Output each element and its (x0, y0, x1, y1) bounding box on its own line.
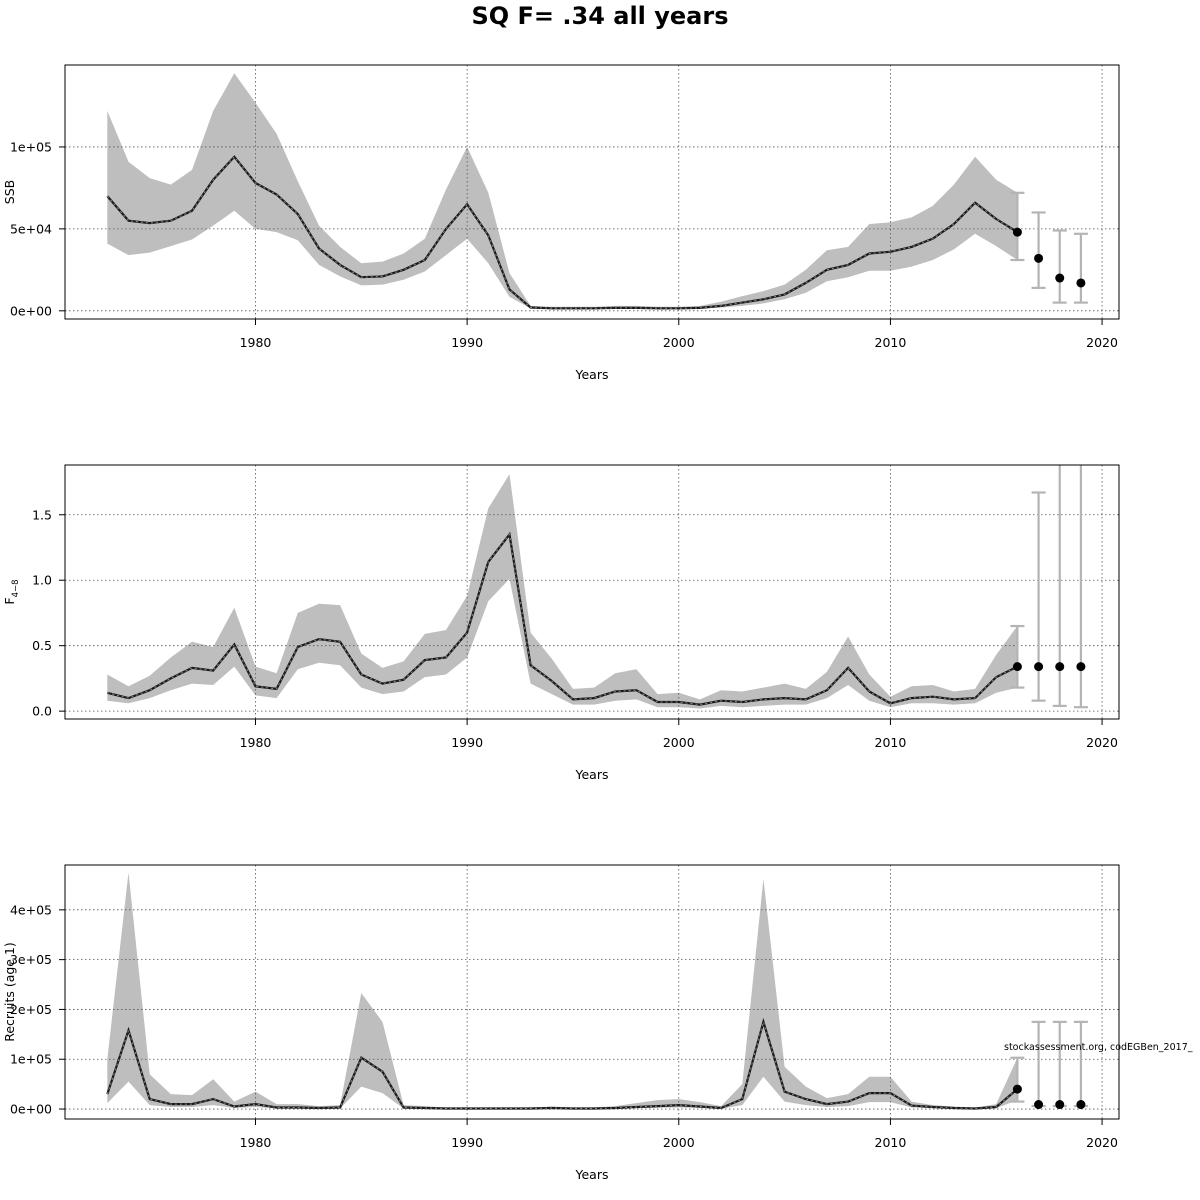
y-axis-label: Recruits (age 1) (2, 942, 17, 1042)
projection-point (1012, 1084, 1022, 1094)
projection-point (1034, 662, 1044, 672)
y-tick-label: 1.5 (32, 507, 52, 522)
y-axis-label-main: SSB (2, 180, 17, 204)
x-tick-label: 2020 (1086, 335, 1118, 350)
x-tick-label: 1990 (451, 1135, 483, 1150)
x-tick-label: 1980 (240, 335, 272, 350)
y-tick-label: 0.5 (32, 638, 52, 653)
x-tick-label: 1990 (451, 735, 483, 750)
y-tick-label: 5e+04 (10, 221, 52, 236)
x-tick-label: 2000 (663, 735, 695, 750)
fbar-panel: 1980 1990 2000 2010 2020 0.0 0.5 1.0 1.5 Years F4−… (2, 464, 1120, 782)
estimate-line-dotted (107, 533, 1018, 706)
y-tick-label: 1.0 (32, 573, 52, 588)
projection-point (1012, 662, 1022, 672)
watermark-text: stockassessment.org, codEGBen_2017_ (1004, 1042, 1193, 1053)
x-axis-label: Years (575, 1167, 609, 1182)
projection-point (1034, 1100, 1044, 1110)
projection-point (1034, 253, 1044, 263)
x-tick-label: 1980 (240, 735, 272, 750)
x-tick-label: 1980 (240, 1135, 272, 1150)
x-tick-label: 2020 (1086, 735, 1118, 750)
y-axis-label-main: F (2, 597, 17, 604)
projection-point (1055, 273, 1065, 283)
x-tick-label: 2000 (663, 335, 695, 350)
x-axis-label: Years (575, 367, 609, 382)
projection-point (1076, 278, 1086, 288)
confidence-band (107, 474, 1018, 709)
x-tick-label: 1990 (451, 335, 483, 350)
plot-frame (64, 64, 1120, 320)
y-axis-label-main: Recruits (age 1) (2, 942, 17, 1042)
y-tick-label: 0e+00 (10, 1102, 52, 1117)
recruits-panel: 1980 1990 2000 2010 2020 0e+00 1e+05 2e+05 3e+05… (2, 864, 1120, 1182)
projection-point (1055, 662, 1065, 672)
estimate-line-dotted (106, 1020, 1018, 1110)
y-axis-label: SSB (2, 180, 17, 204)
plot-frame (64, 864, 1120, 1120)
x-axis-label: Years (575, 767, 609, 782)
ssb-panel: 1980 1990 2000 2010 2020 0e+00 5e+04 1e+05 Years… (2, 64, 1120, 382)
y-tick-label: 3e+05 (10, 952, 52, 967)
confidence-band (107, 872, 1018, 1109)
y-tick-label: 1e+05 (10, 1052, 52, 1067)
x-tick-label: 2000 (663, 1135, 695, 1150)
confidence-band (107, 73, 1018, 310)
estimate-line-dotted (106, 156, 1018, 309)
y-tick-label: 0e+00 (10, 303, 52, 318)
x-tick-label: 2010 (875, 1135, 907, 1150)
plot-frame (64, 464, 1120, 720)
y-axis-label: F4−8 (2, 579, 21, 604)
y-axis-label-subscript: 4−8 (11, 579, 21, 597)
x-tick-label: 2020 (1086, 1135, 1118, 1150)
x-tick-label: 2010 (875, 335, 907, 350)
projection-point (1076, 662, 1086, 672)
y-tick-label: 1e+05 (10, 139, 52, 154)
x-tick-label: 2010 (875, 735, 907, 750)
y-tick-label: 0.0 (32, 704, 52, 719)
projection-point (1012, 227, 1022, 237)
page-title: SQ F= .34 all years (471, 2, 729, 30)
projection-point (1076, 1100, 1086, 1110)
y-tick-label: 4e+05 (10, 902, 52, 917)
y-tick-label: 2e+05 (10, 1002, 52, 1017)
projection-point (1055, 1100, 1065, 1110)
